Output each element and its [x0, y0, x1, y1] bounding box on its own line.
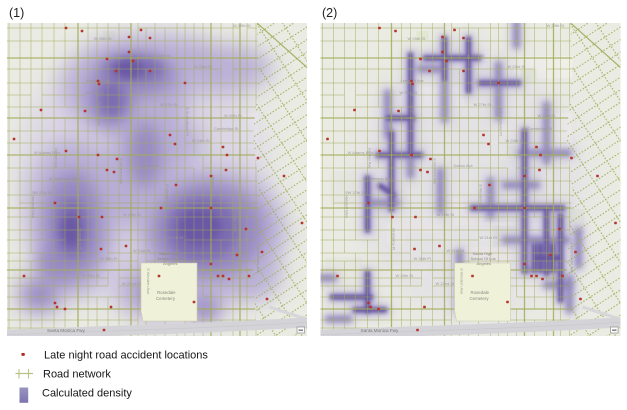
svg-text:Road network: Road network — [43, 369, 111, 381]
svg-text:(1): (1) — [9, 6, 24, 20]
svg-text:Late night road accident locat: Late night road accident locations — [44, 350, 208, 362]
svg-text:(2): (2) — [322, 6, 337, 20]
svg-text:Calculated density: Calculated density — [42, 388, 132, 400]
